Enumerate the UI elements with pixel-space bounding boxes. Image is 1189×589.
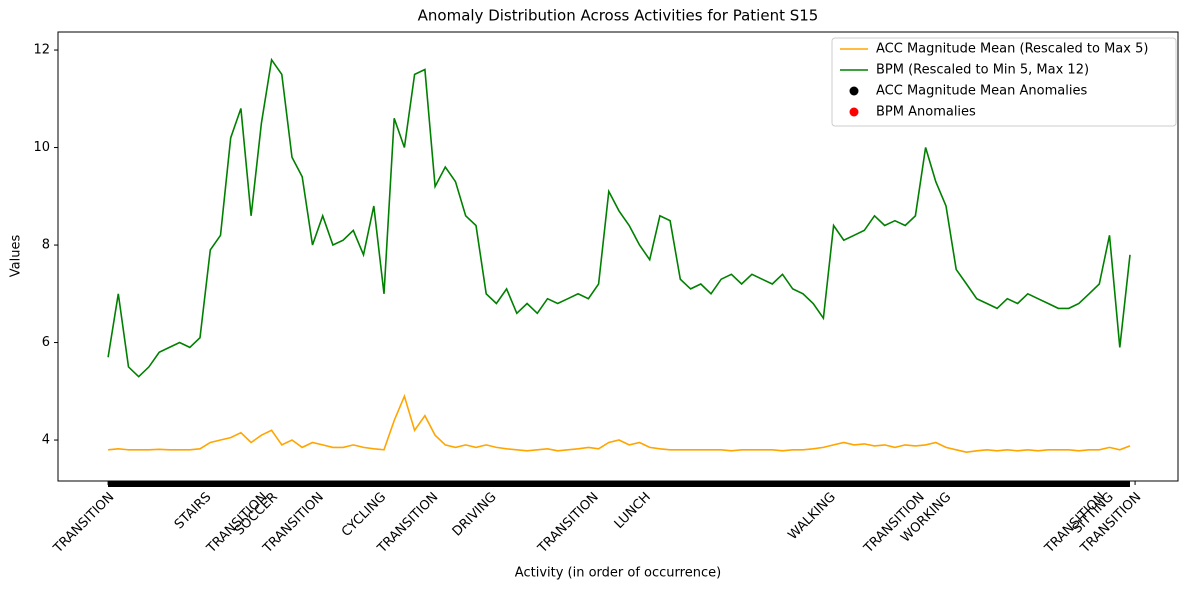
plot-frame (57, 31, 1179, 482)
data-line (108, 393, 1131, 454)
chart-title: Anomaly Distribution Across Activities f… (418, 7, 819, 25)
x-tick-label: STAIRS (172, 490, 215, 533)
x-tick-label: DRIVING (450, 490, 500, 540)
x-tick-label: TRANSITION (50, 490, 117, 557)
dense-tick-band (108, 481, 1130, 487)
data-line (107, 57, 1131, 378)
y-axis-label: Values (9, 235, 24, 278)
x-tick-label: WALKING (785, 490, 838, 543)
y-tick-label: 6 (42, 335, 50, 350)
y-tick-label: 10 (33, 140, 50, 155)
legend-box (831, 37, 1177, 127)
x-axis-label: Activity (in order of occurrence) (515, 566, 721, 581)
x-tick-label: TRANSITION (535, 490, 602, 557)
x-tick-label: LUNCH (612, 490, 654, 532)
y-tick-label: 4 (42, 433, 50, 448)
legend-marker (849, 86, 859, 96)
legend-label: ACC Magnitude Mean Anomalies (876, 84, 1087, 99)
legend-label: BPM (Rescaled to Min 5, Max 12) (876, 63, 1089, 78)
legend-marker (849, 107, 859, 117)
legend-label: BPM Anomalies (876, 105, 976, 120)
x-tick-label: CYCLING (339, 490, 389, 540)
legend-label: ACC Magnitude Mean (Rescaled to Max 5) (876, 42, 1148, 57)
y-tick-label: 12 (33, 43, 50, 58)
y-tick-label: 8 (42, 238, 50, 253)
